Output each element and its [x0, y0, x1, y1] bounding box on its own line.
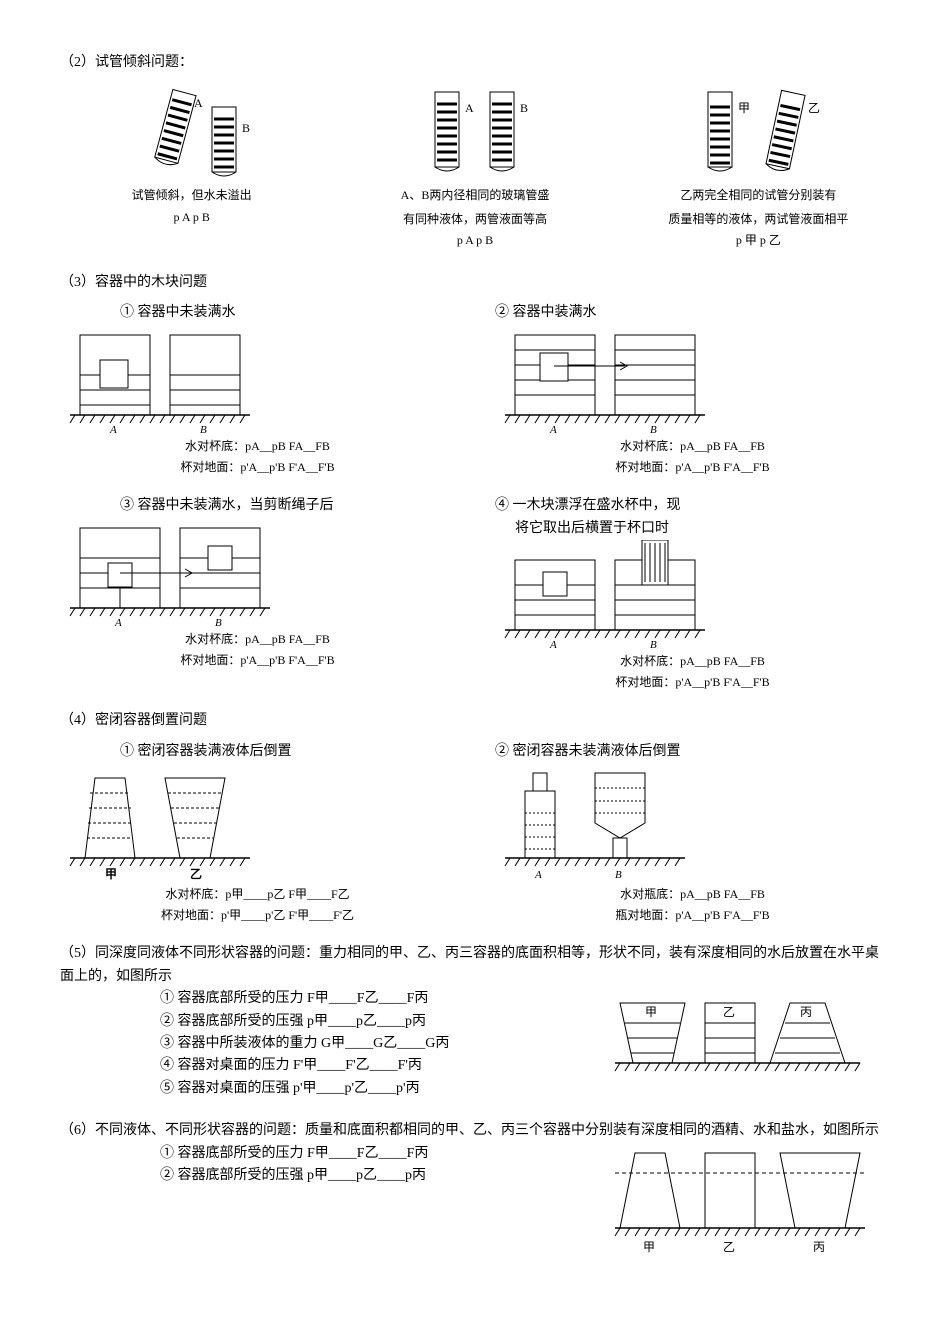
formula-3-1-a: 水对杯底：pA__pB FA__FB	[60, 437, 455, 456]
q5-item-1: ① 容器底部所受的压力 F甲____F乙____F丙	[160, 988, 580, 1010]
caption-2b: 有同种液体，两管液面等高	[403, 210, 547, 229]
tube-diagram-2: A B	[405, 82, 545, 182]
svg-text:A: A	[109, 424, 117, 435]
label-a-2: A	[465, 101, 474, 115]
sub-3-4-title2: 将它取出后横置于杯口时	[515, 518, 890, 540]
formula-2: p A p B	[457, 231, 493, 250]
svg-text:A: A	[549, 424, 557, 435]
svg-text:B: B	[615, 869, 622, 881]
q5-item-4: ④ 容器对桌面的压力 F'甲____F'乙____F'丙	[160, 1055, 580, 1077]
container-diagram-4-1: 甲 乙	[60, 763, 260, 883]
q6-item-2: ② 容器底部所受的压强 p甲____p乙____p丙	[160, 1165, 580, 1187]
svg-text:B: B	[650, 424, 657, 435]
formula-3-1-b: 杯对地面：p'A__p'B F'A__F'B	[60, 458, 455, 477]
formula-3-2-b: 杯对地面：p'A__p'B F'A__F'B	[495, 458, 890, 477]
svg-text:丙: 丙	[800, 1005, 812, 1019]
tube-diagram-3: 甲 乙	[678, 82, 838, 182]
caption-3a: 乙两完全相同的试管分别装有	[680, 186, 836, 205]
tube-diagram-1: A B	[122, 82, 262, 182]
formula-3-4-b: 杯对地面：p'A__p'B F'A__F'B	[495, 673, 890, 692]
sub-4-2-title: ② 密闭容器未装满液体后倒置	[495, 741, 890, 763]
svg-text:乙: 乙	[190, 867, 202, 881]
formula-4-1-a: 水对杯底：p甲____p乙 F甲____F乙	[60, 885, 455, 904]
svg-text:A: A	[114, 617, 122, 628]
label-jia: 甲	[738, 101, 750, 115]
caption-1: 试管倾斜，但水未溢出	[132, 186, 252, 205]
label-yi: 乙	[808, 101, 820, 115]
tube-pair-2: A B A、B两内径相同的玻璃管盛 有同种液体，两管液面等高 p A p	[343, 82, 606, 252]
section-3-title: （3）容器中的木块问题	[60, 272, 890, 294]
svg-text:甲: 甲	[105, 867, 117, 881]
formula-4-2-b: 瓶对地面：p'A__p'B F'A__F'B	[495, 906, 890, 925]
section-5-intro: （5）同深度同液体不同形状容器的问题：重力相同的甲、乙、丙三容器的底面积相等，形…	[60, 943, 890, 988]
label-b-1: B	[242, 121, 250, 135]
section-2-title: （2）试管倾斜问题：	[60, 52, 890, 74]
svg-text:乙: 乙	[723, 1005, 735, 1019]
formula-3-2-a: 水对杯底：pA__pB FA__FB	[495, 437, 890, 456]
svg-text:甲: 甲	[645, 1005, 657, 1019]
svg-text:B: B	[650, 639, 657, 650]
formula-4-2-a: 水对瓶底：pA__pB FA__FB	[495, 885, 890, 904]
q5-item-2: ② 容器底部所受的压强 p甲____p乙____p丙	[160, 1011, 580, 1033]
container-diagram-4-2: A B	[495, 763, 695, 883]
svg-text:甲: 甲	[643, 1240, 655, 1254]
svg-text:丙: 丙	[813, 1240, 825, 1254]
sub-3-1-title: ① 容器中未装满水	[120, 302, 455, 324]
sub-4-1-title: ① 密闭容器装满液体后倒置	[120, 741, 455, 763]
tube-pair-3: 甲 乙 乙两完全相同的试管分别装有 质量相等的液体，两试管液面相平 p 甲	[627, 82, 890, 252]
container-diagram-6: 甲 乙 丙	[610, 1143, 870, 1263]
container-diagram-3-1: A B	[60, 325, 260, 435]
sub-3-3-title: ③ 容器中未装满水，当剪断绳子后	[120, 495, 455, 517]
svg-text:乙: 乙	[723, 1240, 735, 1254]
q5-item-5: ⑤ 容器对桌面的压强 p'甲____p'乙____p'丙	[160, 1078, 580, 1100]
label-b-2: B	[520, 101, 528, 115]
section-4-title: （4）密闭容器倒置问题	[60, 710, 890, 732]
formula-3: p 甲 p 乙	[736, 231, 781, 250]
formula-3-3-b: 杯对地面：p'A__p'B F'A__F'B	[60, 651, 455, 670]
svg-text:A: A	[549, 639, 557, 650]
container-diagram-3-4: A B	[495, 540, 715, 650]
container-diagram-3-3: A B	[60, 518, 280, 628]
formula-4-1-b: 杯对地面：p'甲____p'乙 F'甲____F'乙	[60, 906, 455, 925]
svg-text:B: B	[200, 424, 207, 435]
formula-3-3-a: 水对杯底：pA__pB FA__FB	[60, 630, 455, 649]
tube-pair-1: A B 试管倾斜，但水未溢出 p A p B	[60, 82, 323, 252]
formula-3-4-a: 水对杯底：pA__pB FA__FB	[495, 652, 890, 671]
label-a-1: A	[194, 96, 203, 110]
container-diagram-5: 甲 乙 丙	[610, 988, 870, 1088]
sub-3-2-title: ② 容器中装满水	[495, 302, 890, 324]
q6-item-1: ① 容器底部所受的压力 F甲____F乙____F丙	[160, 1143, 580, 1165]
svg-text:A: A	[534, 869, 542, 881]
caption-2a: A、B两内径相同的玻璃管盛	[401, 186, 550, 205]
q5-item-3: ③ 容器中所装液体的重力 G甲____G乙____G丙	[160, 1033, 580, 1055]
svg-text:B: B	[215, 617, 222, 628]
formula-1: p A p B	[173, 208, 209, 227]
section-6-intro: （6）不同液体、不同形状容器的问题：质量和底面积都相同的甲、乙、丙三个容器中分别…	[60, 1120, 890, 1142]
container-diagram-3-2: A B	[495, 325, 715, 435]
sub-3-4-title1: ④ 一木块漂浮在盛水杯中，现	[495, 495, 890, 517]
section-2-row: A B 试管倾斜，但水未溢出 p A p B	[60, 82, 890, 252]
caption-3b: 质量相等的液体，两试管液面相平	[668, 210, 848, 229]
